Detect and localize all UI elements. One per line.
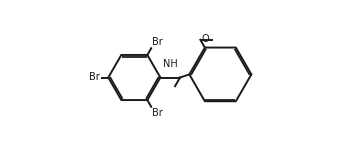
Text: NH: NH: [163, 59, 177, 69]
Text: Br: Br: [152, 108, 162, 118]
Text: O: O: [201, 34, 209, 44]
Text: Br: Br: [89, 73, 100, 82]
Text: Br: Br: [152, 37, 162, 47]
